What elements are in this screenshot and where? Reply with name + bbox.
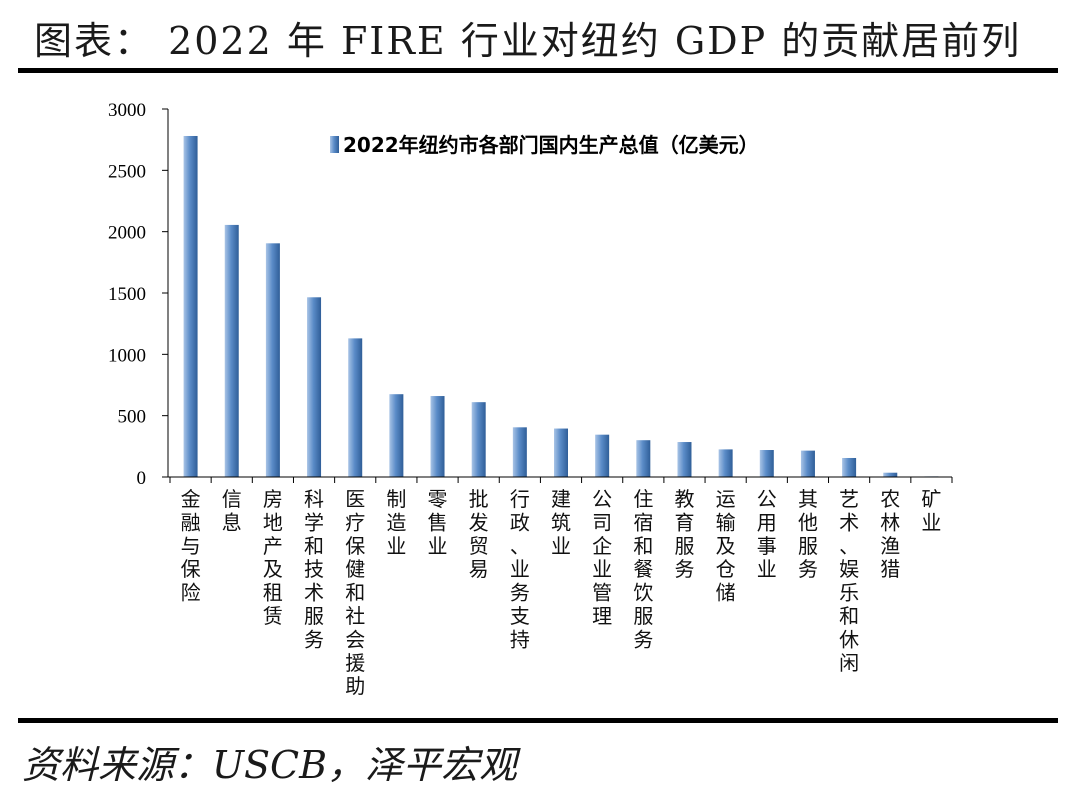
bar bbox=[348, 338, 363, 477]
bar bbox=[759, 450, 774, 477]
y-axis: 0 500 1000 1500 2000 2500 3000 bbox=[108, 100, 169, 489]
x-tick-label: 运输及仓储 bbox=[716, 487, 736, 605]
x-tick-label: 科学和技术服务 bbox=[304, 487, 324, 651]
x-tick-label: 金融与保险 bbox=[181, 487, 201, 605]
bar bbox=[677, 442, 692, 477]
x-tick-label: 行政、业务支持 bbox=[510, 487, 530, 651]
bar bbox=[389, 394, 404, 477]
bar bbox=[718, 449, 733, 477]
legend-label: 2022年纽约市各部门国内生产总值（亿美元） bbox=[343, 133, 759, 157]
bar bbox=[265, 243, 280, 477]
x-tick-label: 建筑业 bbox=[551, 487, 571, 558]
bar bbox=[883, 472, 898, 477]
x-tick-label: 公用事业 bbox=[757, 487, 777, 581]
x-tick-label: 零售业 bbox=[428, 487, 448, 558]
source-note: 资料来源：USCB，泽平宏观 bbox=[22, 743, 518, 787]
page-title: 图表： 2022 年 FIRE 行业对纽约 GDP 的贡献居前列 bbox=[34, 19, 1022, 63]
y-tick-label: 500 bbox=[118, 407, 147, 428]
bar bbox=[512, 427, 527, 477]
x-axis: 金融与保险 信息 房地产及租赁 科学和技术服务 医疗保健和社会援助 制造业 零售业 批发贸易 行… bbox=[168, 476, 953, 698]
bar bbox=[307, 297, 322, 477]
bar bbox=[636, 440, 651, 477]
y-tick-label: 1000 bbox=[108, 345, 146, 366]
bottom-rule bbox=[18, 718, 1058, 723]
y-tick-label: 2000 bbox=[108, 223, 146, 244]
y-tick-label: 2500 bbox=[108, 161, 146, 182]
x-tick-label: 住宿和餐饮服务 bbox=[633, 487, 653, 651]
x-tick-label: 艺术、娱乐和休闲 bbox=[839, 487, 859, 675]
bar bbox=[183, 135, 198, 477]
bar bbox=[471, 402, 486, 477]
bar bbox=[595, 434, 610, 477]
x-tick-label: 农林渔猎 bbox=[880, 487, 900, 581]
x-tick-label: 批发贸易 bbox=[469, 487, 489, 581]
legend-swatch bbox=[330, 136, 339, 153]
bars bbox=[183, 135, 939, 478]
x-tick-label: 信息 bbox=[222, 487, 242, 534]
legend: 2022年纽约市各部门国内生产总值（亿美元） bbox=[330, 133, 759, 157]
y-tick-label: 0 bbox=[137, 468, 147, 489]
bar bbox=[224, 224, 239, 477]
top-rule bbox=[18, 68, 1058, 73]
x-tick-label: 教育服务 bbox=[674, 487, 694, 581]
bar bbox=[430, 396, 445, 477]
bar bbox=[842, 457, 857, 477]
bar bbox=[800, 450, 815, 477]
y-tick-label: 3000 bbox=[108, 100, 146, 121]
x-tick-label: 公司企业管理 bbox=[592, 487, 612, 628]
bar bbox=[554, 428, 568, 477]
y-tick-label: 1500 bbox=[108, 284, 146, 305]
x-tick-label: 制造业 bbox=[386, 487, 406, 558]
x-tick-label: 矿业 bbox=[921, 487, 941, 534]
x-tick-label: 医疗保健和社会援助 bbox=[345, 487, 365, 698]
x-tick-label: 其他服务 bbox=[798, 487, 818, 581]
x-tick-label: 房地产及租赁 bbox=[263, 487, 283, 628]
